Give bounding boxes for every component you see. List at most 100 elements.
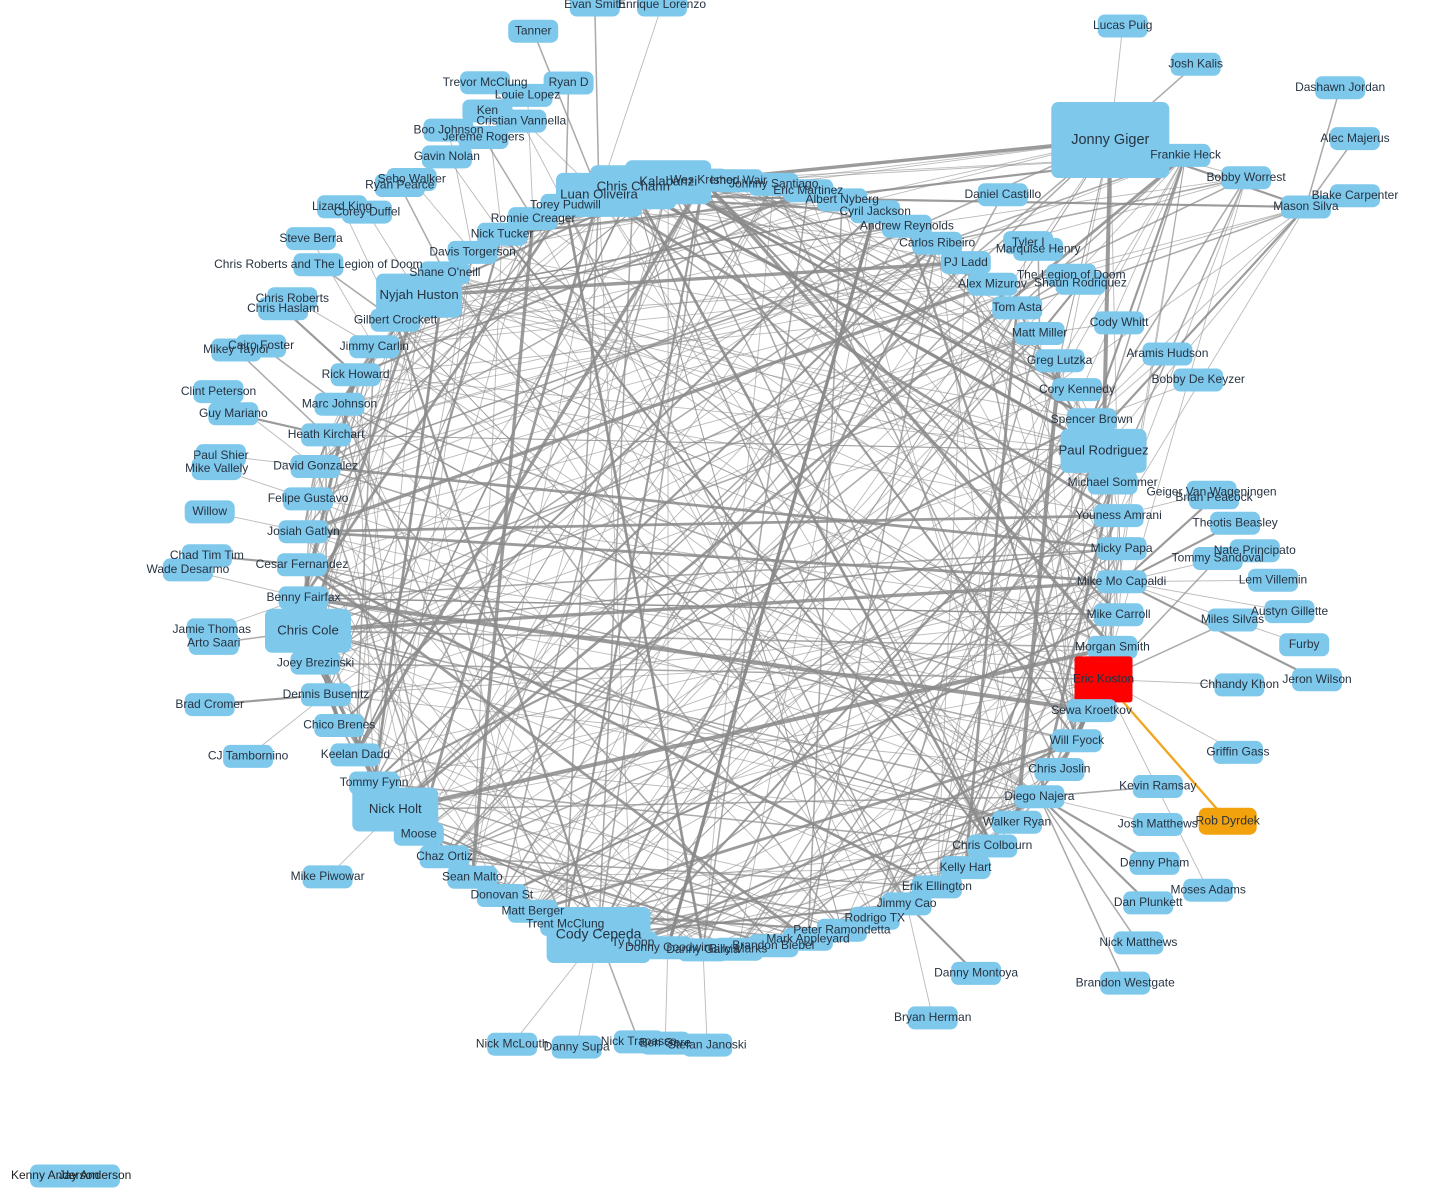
svg-text:Lucas Puig: Lucas Puig xyxy=(1093,18,1152,32)
svg-text:Cesar Fernandez: Cesar Fernandez xyxy=(256,557,349,571)
svg-text:Carlos Ribeiro: Carlos Ribeiro xyxy=(899,235,975,249)
svg-text:Josiah Gatlyn: Josiah Gatlyn xyxy=(267,524,340,538)
svg-text:Bobby Worrest: Bobby Worrest xyxy=(1207,170,1287,184)
svg-text:Sewa Kroetkov: Sewa Kroetkov xyxy=(1051,703,1132,717)
svg-text:Torey Pudwill: Torey Pudwill xyxy=(530,198,601,212)
svg-text:Chad Tim Tim: Chad Tim Tim xyxy=(170,548,244,562)
svg-text:Gilbert Crockett: Gilbert Crockett xyxy=(354,312,438,326)
svg-text:Marc Johnson: Marc Johnson xyxy=(302,396,377,410)
svg-text:Dashawn Jordan: Dashawn Jordan xyxy=(1295,80,1385,94)
svg-text:Chhandy Khon: Chhandy Khon xyxy=(1200,677,1279,691)
svg-text:Steve Berra: Steve Berra xyxy=(279,231,343,245)
svg-text:Brad Cromer: Brad Cromer xyxy=(175,697,244,711)
svg-text:Trent McClung: Trent McClung xyxy=(526,917,604,931)
svg-text:Rick Howard: Rick Howard xyxy=(322,367,390,381)
svg-text:Furby: Furby xyxy=(1289,637,1320,651)
svg-text:Mikey Taylor: Mikey Taylor xyxy=(203,342,269,356)
svg-text:Cody Whitt: Cody Whitt xyxy=(1090,315,1149,329)
svg-text:Paul Rodriguez: Paul Rodriguez xyxy=(1059,442,1149,457)
svg-text:Evan Smith: Evan Smith xyxy=(564,0,625,11)
svg-text:Tyler I: Tyler I xyxy=(1012,235,1045,249)
svg-text:Felipe Gustavo: Felipe Gustavo xyxy=(268,491,349,505)
svg-text:Mike Mo Capaldi: Mike Mo Capaldi xyxy=(1077,574,1166,588)
svg-text:Willow: Willow xyxy=(192,504,227,518)
svg-text:Stefan Janoski: Stefan Janoski xyxy=(668,1037,747,1051)
svg-text:Frankie Heck: Frankie Heck xyxy=(1150,148,1222,162)
svg-text:Morgan Smith: Morgan Smith xyxy=(1075,640,1150,654)
svg-text:Spencer Brown: Spencer Brown xyxy=(1051,412,1133,426)
svg-text:Moose: Moose xyxy=(401,826,437,840)
svg-text:Chaz Ortiz: Chaz Ortiz xyxy=(416,849,473,863)
svg-text:Jimmy Cao: Jimmy Cao xyxy=(877,896,937,910)
svg-text:Lizard King: Lizard King xyxy=(312,199,372,213)
svg-text:Louie Lopez: Louie Lopez xyxy=(495,88,560,102)
svg-text:Arto Saari: Arto Saari xyxy=(187,636,240,650)
svg-text:Danny Supa: Danny Supa xyxy=(544,1039,610,1053)
svg-text:Michael Sommer: Michael Sommer xyxy=(1068,475,1158,489)
svg-text:Jay Anderson: Jay Anderson xyxy=(59,1168,132,1182)
svg-text:Keelan Dadd: Keelan Dadd xyxy=(321,747,390,761)
svg-text:Kevin Ramsay: Kevin Ramsay xyxy=(1119,779,1196,793)
svg-text:Will Fyock: Will Fyock xyxy=(1049,733,1105,747)
svg-text:Matt Miller: Matt Miller xyxy=(1012,326,1067,340)
svg-text:Eric Koston: Eric Koston xyxy=(1073,672,1134,686)
svg-text:Chris Joslin: Chris Joslin xyxy=(1028,762,1090,776)
svg-text:Austyn Gillette: Austyn Gillette xyxy=(1251,604,1329,618)
svg-text:Chris Roberts and The Legion o: Chris Roberts and The Legion of Doom xyxy=(214,257,423,271)
svg-text:Rob Dyrdek: Rob Dyrdek xyxy=(1196,813,1261,827)
svg-text:Ken: Ken xyxy=(477,103,498,117)
svg-text:Tom Asta: Tom Asta xyxy=(993,300,1043,314)
svg-text:Youness Amrani: Youness Amrani xyxy=(1075,508,1161,522)
svg-text:Nick Tucker: Nick Tucker xyxy=(471,226,534,240)
svg-text:Tanner: Tanner xyxy=(515,23,552,37)
svg-text:Greg Lutzka: Greg Lutzka xyxy=(1027,353,1093,367)
svg-text:Alec Majerus: Alec Majerus xyxy=(1320,131,1389,145)
svg-text:Dennis Busenitz: Dennis Busenitz xyxy=(283,687,370,701)
svg-text:Ronnie Creager: Ronnie Creager xyxy=(491,211,576,225)
svg-text:Cory Kennedy: Cory Kennedy xyxy=(1039,382,1115,396)
svg-text:Wade Desarmo: Wade Desarmo xyxy=(146,562,229,576)
svg-text:Benny Fairfax: Benny Fairfax xyxy=(266,590,340,604)
svg-text:Nick Holt: Nick Holt xyxy=(369,801,422,816)
svg-text:Chris Haslam: Chris Haslam xyxy=(247,301,319,315)
svg-text:PJ Ladd: PJ Ladd xyxy=(944,255,988,269)
svg-text:Mike Vallely: Mike Vallely xyxy=(185,461,248,475)
svg-text:Chico Brenes: Chico Brenes xyxy=(303,718,375,732)
svg-text:David Gonzalez: David Gonzalez xyxy=(273,459,358,473)
svg-text:Joey Brezinski: Joey Brezinski xyxy=(277,655,354,669)
svg-text:Enrique Lorenzo: Enrique Lorenzo xyxy=(618,0,706,11)
svg-text:Griffin Gass: Griffin Gass xyxy=(1206,745,1269,759)
svg-text:Gavin Nolan: Gavin Nolan xyxy=(414,149,480,163)
svg-text:Theotis Beasley: Theotis Beasley xyxy=(1192,515,1277,529)
svg-text:Brandon Westgate: Brandon Westgate xyxy=(1076,975,1176,989)
svg-text:Denny Pham: Denny Pham xyxy=(1120,856,1189,870)
svg-text:Mike Piwowar: Mike Piwowar xyxy=(291,869,365,883)
svg-text:Walker Ryan: Walker Ryan xyxy=(983,814,1051,828)
svg-text:Paul Shier: Paul Shier xyxy=(193,448,248,462)
svg-text:Heath Kirchart: Heath Kirchart xyxy=(288,427,365,441)
svg-text:Sean Malto: Sean Malto xyxy=(442,869,503,883)
svg-text:Nick Matthews: Nick Matthews xyxy=(1099,935,1177,949)
svg-text:Kelly Hart: Kelly Hart xyxy=(939,860,992,874)
svg-text:Nick McLouth: Nick McLouth xyxy=(476,1036,549,1050)
svg-text:Chris Colbourn: Chris Colbourn xyxy=(952,838,1032,852)
svg-text:Mike Carroll: Mike Carroll xyxy=(1087,607,1151,621)
svg-text:Lem Villemin: Lem Villemin xyxy=(1239,572,1307,586)
svg-text:Boo Johnson: Boo Johnson xyxy=(413,122,483,136)
svg-text:Blake Carpenter: Blake Carpenter xyxy=(1312,188,1399,202)
svg-text:Erik Ellington: Erik Ellington xyxy=(902,879,972,893)
svg-text:Andrew Reynolds: Andrew Reynolds xyxy=(860,218,954,232)
svg-text:Jonny Giger: Jonny Giger xyxy=(1071,132,1149,148)
svg-text:The Legion of Doom: The Legion of Doom xyxy=(1017,267,1126,281)
svg-text:Guy Mariano: Guy Mariano xyxy=(199,406,268,420)
svg-text:Jimmy Carlin: Jimmy Carlin xyxy=(340,339,409,353)
svg-text:CJ Tambornino: CJ Tambornino xyxy=(208,749,289,763)
svg-text:Josh Matthews: Josh Matthews xyxy=(1118,817,1198,831)
svg-text:Dan Plunkett: Dan Plunkett xyxy=(1114,895,1183,909)
svg-text:Nyjah Huston: Nyjah Huston xyxy=(380,287,459,302)
svg-text:Danny Montoya: Danny Montoya xyxy=(934,966,1018,980)
svg-text:Moses Adams: Moses Adams xyxy=(1171,882,1246,896)
svg-text:Josh Kalis: Josh Kalis xyxy=(1168,56,1223,70)
svg-text:Bryan Herman: Bryan Herman xyxy=(894,1010,971,1024)
svg-text:Donovan St: Donovan St xyxy=(470,888,533,902)
